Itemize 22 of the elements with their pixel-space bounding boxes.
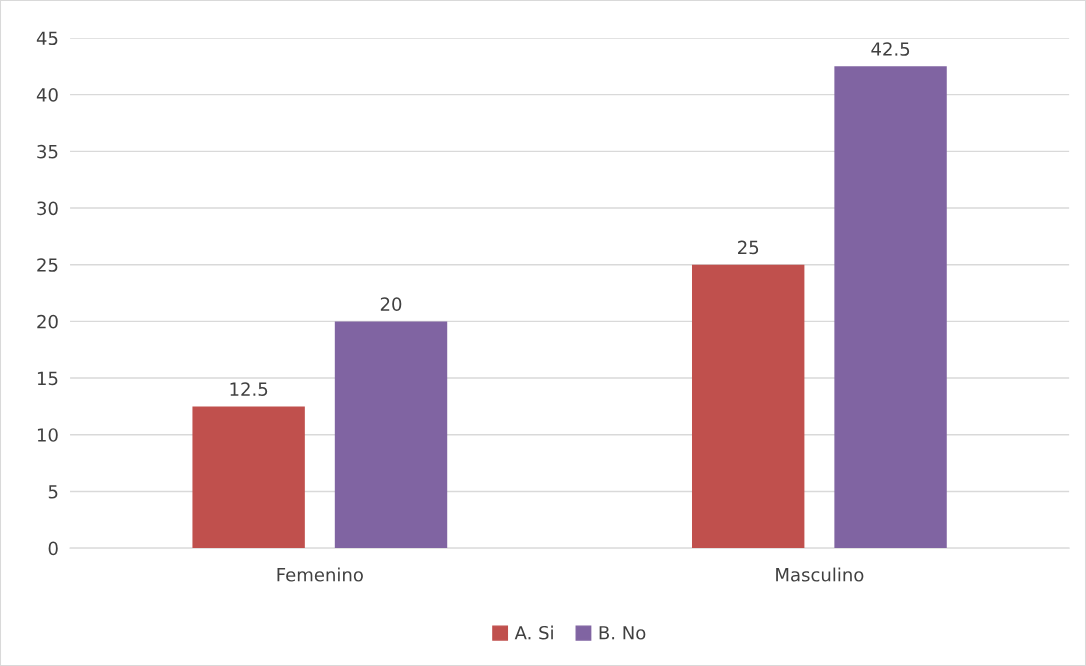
data-label: 25 — [738, 240, 759, 255]
bar — [334, 321, 448, 549]
legend-label: B. No — [599, 626, 646, 640]
y-tick-label: 30 — [37, 201, 58, 216]
data-label: 12.5 — [230, 382, 268, 396]
x-tick-label: Femenino — [277, 567, 363, 582]
y-tick-label: 25 — [37, 258, 58, 272]
x-tick-label: Masculino — [776, 567, 864, 582]
bar — [834, 66, 947, 549]
data-label: 42.5 — [871, 42, 910, 56]
y-tick-label: 15 — [37, 371, 58, 386]
y-tick-label: 20 — [37, 314, 58, 329]
data-label: 20 — [380, 297, 402, 311]
y-tick-label: 10 — [37, 428, 58, 442]
y-tick-label: 35 — [37, 144, 58, 159]
bar — [192, 406, 305, 549]
legend-label: A. Si — [514, 625, 553, 640]
y-tick-label: 45 — [36, 31, 58, 46]
bar — [692, 264, 805, 549]
y-tick-label: 5 — [48, 485, 58, 499]
y-tick-label: 0 — [48, 541, 58, 556]
y-tick-label: 40 — [36, 88, 58, 102]
